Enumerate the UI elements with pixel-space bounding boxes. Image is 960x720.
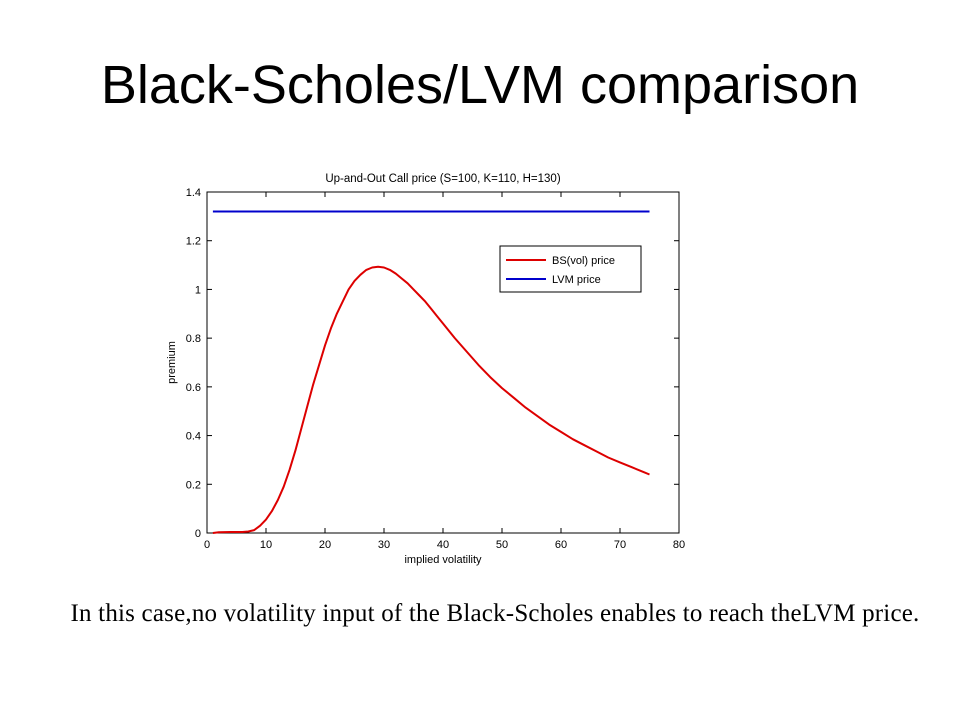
x-tick-label: 10 xyxy=(260,539,272,551)
x-tick-label: 30 xyxy=(378,539,390,551)
legend-label: BS(vol) price xyxy=(552,255,615,267)
y-tick-label: 0.2 xyxy=(186,479,201,491)
x-tick-label: 80 xyxy=(673,539,685,551)
y-axis-label: premium xyxy=(166,341,178,384)
chart-svg: Up-and-Out Call price (S=100, K=110, H=1… xyxy=(166,173,685,566)
slide-title: Black-Scholes/LVM comparison xyxy=(100,55,860,115)
slide-caption: In this case,no volatility input of the … xyxy=(70,600,920,627)
x-tick-label: 50 xyxy=(496,539,508,551)
x-tick-label: 60 xyxy=(555,539,567,551)
y-tick-label: 1.4 xyxy=(186,187,201,199)
x-tick-label: 70 xyxy=(614,539,626,551)
x-axis-label: implied volatility xyxy=(404,554,482,566)
legend-box xyxy=(499,245,642,293)
series-line-bs-vol-price xyxy=(212,265,650,534)
y-tick-label: 1 xyxy=(195,284,201,296)
x-tick-label: 40 xyxy=(437,539,449,551)
plot-frame xyxy=(206,191,680,534)
x-tick-label: 0 xyxy=(204,539,210,551)
y-tick-label: 0.6 xyxy=(186,382,201,394)
chart: Up-and-Out Call price (S=100, K=110, H=1… xyxy=(150,160,710,580)
y-tick-label: 0 xyxy=(195,528,201,540)
y-tick-label: 1.2 xyxy=(186,236,201,248)
y-tick-label: 0.8 xyxy=(186,333,201,345)
x-tick-label: 20 xyxy=(319,539,331,551)
legend-label: LVM price xyxy=(552,274,601,286)
chart-title: Up-and-Out Call price (S=100, K=110, H=1… xyxy=(325,173,561,185)
y-tick-label: 0.4 xyxy=(186,431,201,443)
